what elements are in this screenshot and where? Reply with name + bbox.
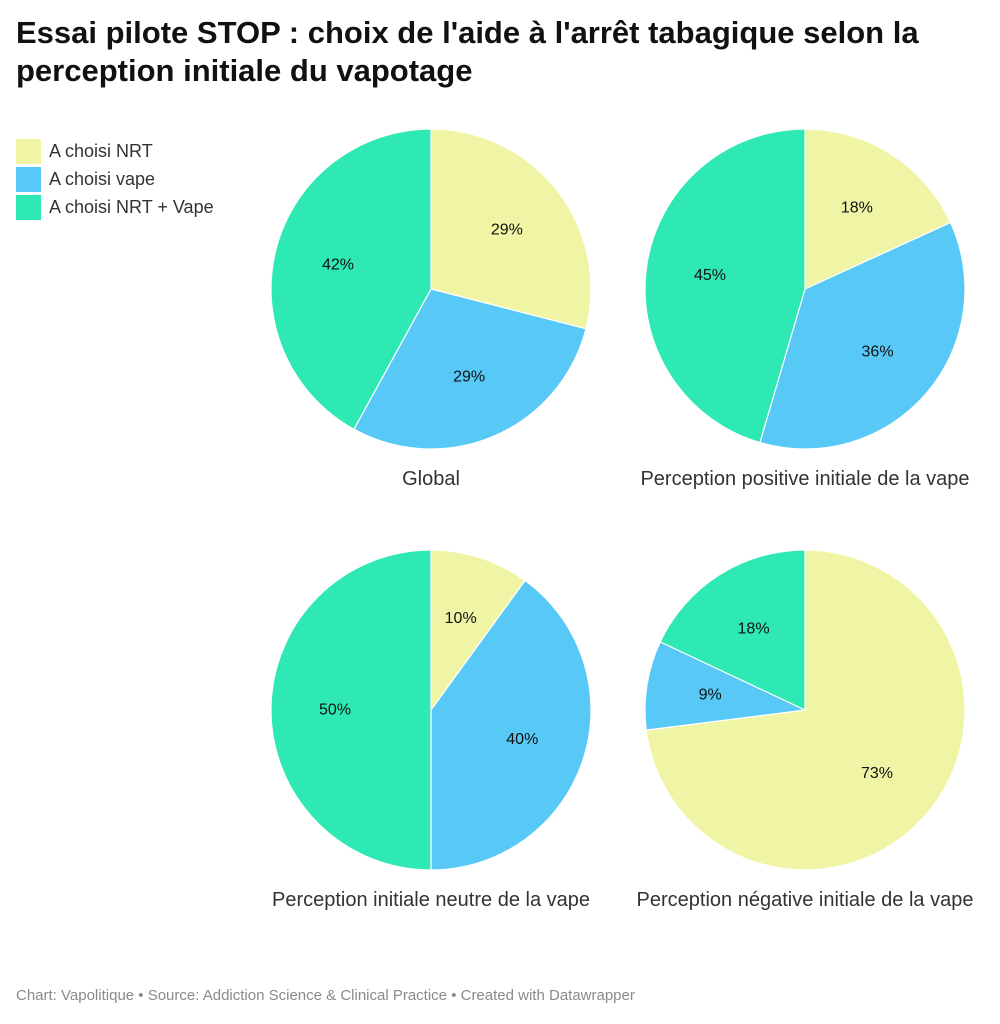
legend-label-vape: A choisi vape (49, 168, 156, 189)
pie-label-global-nrt: 29% (491, 222, 523, 239)
pie-label-neutral-nrt-vape: 50% (319, 702, 351, 719)
pie-caption-neutral: Perception initiale neutre de la vape (272, 889, 590, 911)
legend-swatch-nrt (16, 138, 41, 164)
pie-chart-negative: 73% 9% 18% Perception négative initiale de… (635, 549, 975, 913)
pie-label-positive-nrt: 18% (841, 200, 873, 217)
pie-caption-positive: Perception positive initiale de la vape (640, 468, 970, 490)
pie-caption-global: Global (402, 468, 460, 490)
pie-chart-positive: 18% 36% 45% Perception positive initiale d… (635, 128, 975, 492)
pie-slice-negative-nrt-vape (659, 549, 806, 711)
legend-label-nrt-vape: A choisi NRT + Vape (49, 196, 214, 217)
pie-slice-positive-nrt-vape (644, 128, 806, 444)
pie-caption-negative: Perception négative initiale de la vape (636, 889, 974, 911)
pie-slice-positive-vape (759, 221, 966, 450)
pie-label-negative-nrt: 73% (861, 765, 893, 782)
pie-svg-positive: 18% 36% 45% (644, 128, 966, 450)
pie-slice-neutral-vape (430, 579, 592, 871)
pie-label-positive-nrt-vape: 45% (694, 267, 726, 284)
legend-swatch-vape (16, 166, 41, 192)
pie-slice-neutral-nrt (430, 549, 526, 712)
pie-label-positive-vape: 36% (862, 343, 894, 360)
pie-label-neutral-vape: 40% (506, 731, 538, 748)
legend-swatch-nrt-vape (16, 194, 41, 220)
pie-label-negative-nrt-vape: 18% (738, 620, 770, 637)
pie-svg-negative: 73% 9% 18% (644, 549, 966, 871)
pie-slice-global-nrt-vape (270, 128, 432, 431)
legend: A choisi NRT A choisi vape A choisi NRT … (16, 137, 214, 221)
pie-chart-neutral: 10% 40% 50% Perception initiale neutre de … (261, 549, 601, 913)
pie-label-neutral-nrt: 10% (445, 610, 477, 627)
pie-label-global-nrt-vape: 42% (322, 257, 354, 274)
pie-chart-global: 29% 29% 42% Global (261, 128, 601, 492)
pie-slice-global-vape (353, 288, 587, 450)
legend-label-nrt: A choisi NRT (49, 140, 153, 161)
chart-title: Essai pilote STOP : choix de l'aide à l'… (16, 15, 919, 88)
pie-label-global-vape: 29% (453, 369, 485, 386)
legend-item-nrt-vape: A choisi NRT + Vape (16, 193, 214, 221)
pie-slice-global-nrt (430, 128, 592, 330)
legend-item-vape: A choisi vape (16, 165, 214, 193)
pie-label-negative-vape: 9% (699, 686, 722, 703)
pie-slice-negative-vape (644, 641, 808, 731)
footer-credits: Chart: Vapolitique • Source: Addiction S… (16, 987, 635, 1004)
pie-svg-global: 29% 29% 42% (270, 128, 592, 450)
legend-item-nrt: A choisi NRT (16, 137, 214, 165)
pie-svg-neutral: 10% 40% 50% (270, 549, 592, 871)
pie-slice-neutral-nrt-vape (270, 549, 432, 871)
pie-slice-positive-nrt (804, 128, 952, 290)
